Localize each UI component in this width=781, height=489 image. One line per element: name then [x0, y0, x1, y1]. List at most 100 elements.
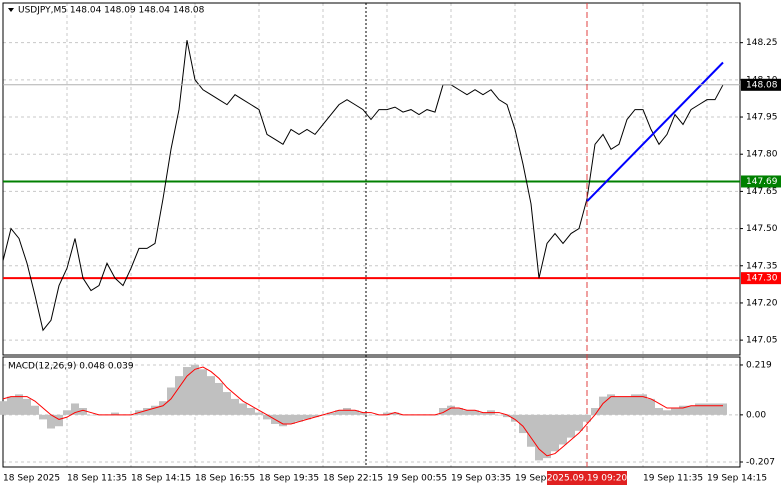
histogram-bar: [647, 398, 655, 415]
histogram-bar: [167, 387, 175, 415]
histogram-bar: [511, 414, 519, 422]
histogram-bar: [615, 396, 623, 415]
histogram-bar: [263, 414, 271, 420]
histogram-bar: [383, 412, 391, 415]
cursor-tag: [547, 471, 627, 485]
histogram-bar: [255, 412, 263, 415]
histogram-bar: [663, 410, 671, 415]
histogram-bar: [343, 408, 351, 415]
level-label: 147.69: [746, 177, 778, 187]
histogram-bar: [503, 414, 511, 418]
histogram-bar: [463, 410, 471, 415]
histogram-bar: [63, 410, 71, 415]
x-tick-label: 19 Sep 03:35: [451, 474, 511, 484]
bid-tag: [741, 78, 781, 91]
histogram-bar: [671, 408, 679, 415]
histogram-bar: [559, 414, 567, 445]
histogram-bar: [599, 396, 607, 415]
marks-layer: [0, 3, 740, 467]
histogram-bar: [31, 405, 39, 415]
histogram-bar: [295, 414, 303, 422]
y-tick-label: -0.207: [746, 457, 775, 467]
histogram-bar: [287, 414, 295, 424]
histogram-bar: [687, 405, 695, 415]
histogram-bar: [55, 414, 63, 427]
histogram-bar: [79, 408, 87, 415]
histogram-bar: [15, 394, 23, 415]
level-label: 147.30: [746, 274, 778, 284]
histogram-bar: [111, 412, 119, 415]
histogram-bar: [567, 414, 575, 438]
histogram-bar: [439, 408, 447, 415]
y-tick-label: 147.95: [746, 113, 778, 123]
x-tick-label: 19 Sep 14:15: [707, 474, 767, 484]
histogram-bar: [191, 364, 199, 415]
histogram-bar: [0, 401, 7, 415]
histogram-bar: [527, 414, 535, 447]
cursor-label: 2025.09.19 09:20: [547, 474, 628, 484]
macd-title: MACD(12,26,9) 0.048 0.039: [8, 362, 134, 372]
y-tick-label: 147.80: [746, 150, 778, 160]
histogram-bar: [71, 403, 79, 415]
x-tick-label: 19 Sep 00:55: [387, 474, 447, 484]
histogram-bar: [575, 414, 583, 431]
histogram-bar: [583, 414, 591, 422]
histogram-bar: [39, 414, 47, 420]
histogram-bar: [623, 396, 631, 415]
price-panel: [2, 2, 741, 356]
histogram-bar: [335, 410, 343, 415]
histogram-bar: [367, 414, 375, 416]
histogram-bar: [519, 414, 527, 434]
y-tick-label: 148.25: [746, 38, 778, 48]
histogram-bar: [303, 414, 311, 420]
y-tick-label: 147.05: [746, 336, 778, 346]
histogram-bar: [87, 414, 95, 416]
histogram-bar: [359, 412, 367, 415]
histogram-bar: [183, 367, 191, 415]
histogram-bar: [199, 369, 207, 415]
level-tag: [741, 272, 781, 285]
histogram-bar: [495, 414, 503, 416]
histogram-bar: [679, 405, 687, 415]
signal-line: [2, 366, 723, 457]
histogram-bar: [455, 408, 463, 415]
x-tick-label: 18 Sep 19:35: [259, 474, 319, 484]
histogram-bar: [351, 410, 359, 415]
histogram-bar: [311, 414, 319, 418]
histogram-bar: [223, 392, 231, 415]
histogram-bar: [151, 405, 159, 415]
histogram-bar: [551, 414, 559, 452]
y-tick-label: 147.20: [746, 298, 778, 308]
y-tick-label: 147.65: [746, 187, 778, 197]
price-line: [2, 40, 724, 332]
histogram-bar: [719, 403, 727, 415]
chart-title: USDJPY,M5 148.04 148.09 148.04 148.08: [18, 6, 205, 16]
histogram-bar: [639, 394, 647, 415]
histogram-bar: [695, 403, 703, 415]
y-tick-label: 0.00: [746, 410, 766, 420]
level-tag: [741, 175, 781, 188]
y-tick-label: 147.35: [746, 261, 778, 271]
histogram-bar: [703, 403, 711, 415]
histogram-bar: [159, 401, 167, 415]
trend-line: [586, 61, 724, 203]
histogram-bar: [447, 405, 455, 415]
histogram-bar: [471, 410, 479, 415]
x-tick-label: 19 Sep 11:35: [643, 474, 703, 484]
x-tick-label: 19 Sep 06:15: [515, 474, 575, 484]
histogram-bar: [143, 408, 151, 415]
histogram-bar: [7, 396, 15, 415]
histogram-bar: [655, 408, 663, 415]
x-tick-label: 18 Sep 2025: [3, 474, 60, 484]
menu-triangle: [8, 8, 14, 12]
histogram-bar: [591, 408, 599, 415]
histogram-bar: [207, 376, 215, 415]
bid-label: 148.08: [746, 80, 778, 90]
histogram-bar: [175, 376, 183, 415]
histogram-bar: [239, 403, 247, 415]
x-tick-label: 18 Sep 16:55: [195, 474, 255, 484]
histogram-bar: [607, 394, 615, 415]
histogram-bar: [543, 414, 551, 459]
